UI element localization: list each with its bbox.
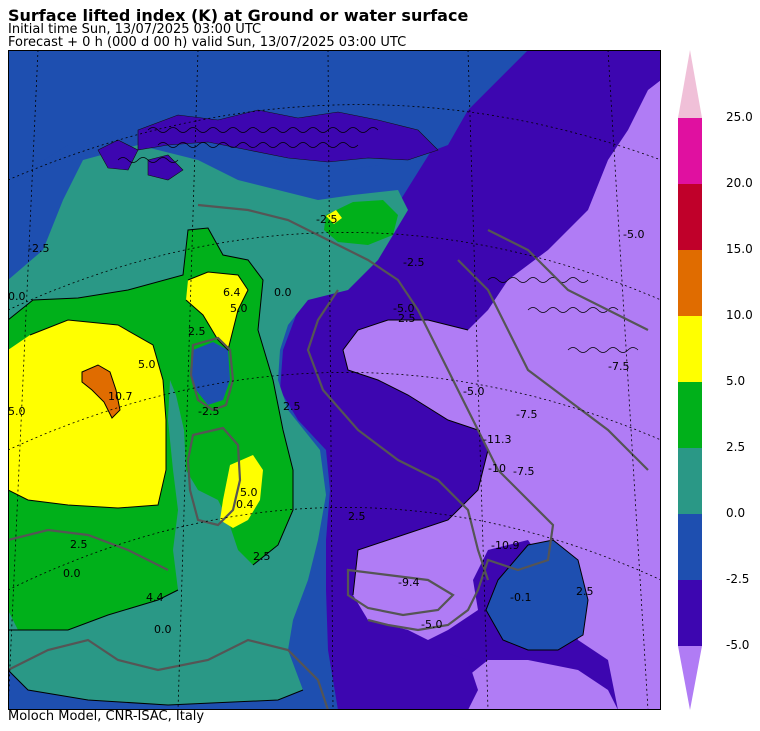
map-label: 2.5 xyxy=(188,325,206,338)
field-below-minus5-south xyxy=(448,660,618,710)
map-label: -5.0 xyxy=(463,385,484,398)
legend-arrow-top xyxy=(678,50,702,118)
map-label: 5.0 xyxy=(138,358,156,371)
legend-band-20-25 xyxy=(678,118,702,184)
map-label: 0.0 xyxy=(63,567,81,580)
map-label: -2.5 xyxy=(28,242,49,255)
field-5-to-10-sardinia xyxy=(220,455,263,528)
initial-time-label: Initial time Sun, 13/07/2025 03:00 UTC xyxy=(8,22,262,37)
map-label: 5.0 xyxy=(8,405,26,418)
legend-arrow-bottom xyxy=(678,646,702,710)
map-label: -2.5 xyxy=(403,256,424,269)
map-label: -5.0 xyxy=(393,302,414,315)
map-label: 0.0 xyxy=(154,623,172,636)
legend-tick: 25.0 xyxy=(726,110,753,124)
legend-band-10-15 xyxy=(678,250,702,316)
map-label: -2.5 xyxy=(316,213,337,226)
legend-band-2p5-5 xyxy=(678,382,702,448)
legend-tick: 2.5 xyxy=(726,440,746,454)
map-label: 0.4 xyxy=(236,498,254,511)
legend-tick: 15.0 xyxy=(726,242,753,256)
map-label: -11.3 xyxy=(483,433,511,446)
legend-tick: 5.0 xyxy=(726,374,746,388)
legend-band-0-2p5 xyxy=(678,448,702,514)
map-title: Surface lifted index (K) at Ground or wa… xyxy=(8,6,469,25)
field-2p5-to-5-north xyxy=(324,200,398,245)
map-label: 2.5 xyxy=(398,312,416,325)
color-legend xyxy=(678,50,702,710)
map-label: -7.5 xyxy=(516,408,537,421)
map-label: -7.5 xyxy=(608,360,629,373)
legend-band-5-10 xyxy=(678,316,702,382)
legend-band-minus5-minus2p5 xyxy=(678,580,702,646)
field-5-to-10-alps xyxy=(326,210,342,224)
map-label: 4.4 xyxy=(146,591,164,604)
map-label: 2.5 xyxy=(253,550,271,563)
legend-tick: 10.0 xyxy=(726,308,753,322)
footer-credit: Moloch Model, CNR-ISAC, Italy xyxy=(8,709,205,724)
field-below-minus5 xyxy=(343,80,661,710)
map-label: -9.4 xyxy=(398,576,419,589)
map-label: 2.5 xyxy=(348,510,366,523)
map-label: -0.1 xyxy=(510,591,531,604)
map-frame xyxy=(8,50,661,710)
map-label: 6.4 xyxy=(223,286,241,299)
map-label: 0.0 xyxy=(8,290,26,303)
legend-tick: -5.0 xyxy=(726,638,750,652)
contour-lines xyxy=(8,227,589,706)
map-label: 2.5 xyxy=(283,400,301,413)
coastlines xyxy=(8,203,649,710)
map-label: 10.7 xyxy=(108,390,133,403)
legend-tick: 0.0 xyxy=(726,506,746,520)
field-minus2p5-to-0-corsica xyxy=(190,342,230,405)
map-label: -10 xyxy=(488,462,506,475)
map-label: -2.5 xyxy=(198,405,219,418)
lifted-index-map: -2.5 6.4 0.0 -2.5 10.7 2.5 5.0 2.5 5.0 -… xyxy=(8,50,661,710)
map-label: 5.0 xyxy=(240,486,258,499)
legend-band-minus2p5-0 xyxy=(678,514,702,580)
field-minus5-to-minus2p5-ionian xyxy=(408,650,478,710)
map-label: 0.0 xyxy=(274,286,292,299)
legend-band-15-20 xyxy=(678,184,702,250)
contour-labels: -2.5 6.4 0.0 -2.5 10.7 2.5 5.0 2.5 5.0 -… xyxy=(8,213,644,636)
graticule xyxy=(8,50,661,710)
field-5-to-10-west xyxy=(8,320,166,508)
map-label: -5.0 xyxy=(421,618,442,631)
map-label: 2.5 xyxy=(576,585,594,598)
legend-tick: 20.0 xyxy=(726,176,753,190)
legend-tick: -2.5 xyxy=(726,572,750,586)
map-label: -5.0 xyxy=(623,228,644,241)
map-label: -10.9 xyxy=(491,539,519,552)
map-label: 2.5 xyxy=(70,538,88,551)
map-label: -7.5 xyxy=(513,465,534,478)
forecast-label: Forecast + 0 h (000 d 00 h) valid Sun, 1… xyxy=(8,35,407,50)
alpine-fine-cells xyxy=(117,127,639,353)
field-10-to-15 xyxy=(82,365,120,418)
map-label: 5.0 xyxy=(230,302,248,315)
